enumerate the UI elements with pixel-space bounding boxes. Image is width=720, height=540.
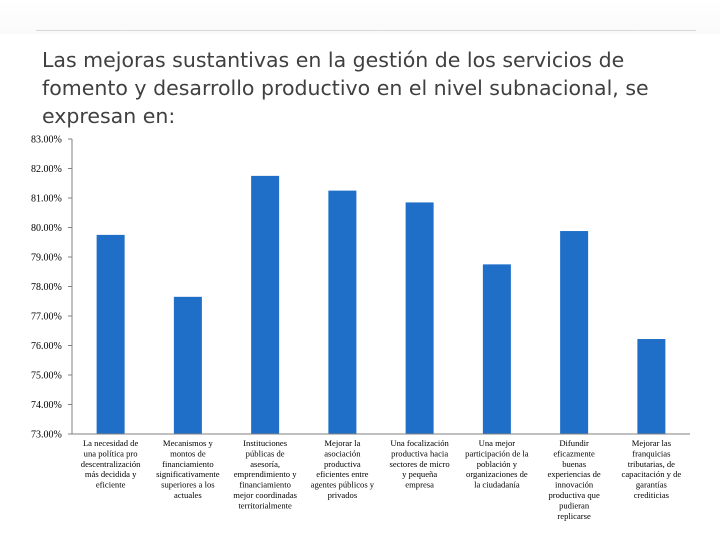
y-tick-label: 83.00% (31, 135, 62, 146)
y-axis: 73.00% 74.00% 75.00% 76.00% 77.00% 78.00% 79.0… (31, 135, 73, 441)
x-tick-label: Mejorar la asociación productiva eficientes… (311, 438, 375, 500)
bar (173, 296, 202, 434)
y-tick-label: 81.00% (31, 194, 62, 205)
x-tick-label: Instituciones públicas de asesoría, emprend… (233, 438, 297, 510)
y-tick-label: 77.00% (31, 312, 62, 323)
x-tick-label: Mejorar las franquicias tributarias, de cap… (622, 438, 682, 500)
header-divider (36, 30, 696, 31)
x-tick-label: La necesidad de una política pro descentra… (81, 438, 141, 490)
y-tick-label: 73.00% (31, 430, 62, 441)
y-tick-label: 82.00% (31, 164, 62, 175)
x-tick-label: Una focalización productiva hacia sectores… (390, 438, 450, 490)
y-tick-label: 74.00% (31, 400, 62, 411)
y-tick-label: 76.00% (31, 341, 62, 352)
y-tick-label: 75.00% (31, 371, 62, 382)
bar (637, 339, 666, 434)
x-tick-label: Difundir eficazmente buenas experiencias de… (548, 438, 601, 521)
bar (560, 231, 589, 434)
y-tick-label: 78.00% (31, 282, 62, 293)
slide-title: Las mejoras sustantivas en la gestión de… (42, 48, 649, 128)
y-tick-label: 79.00% (31, 253, 62, 264)
bar (482, 264, 511, 434)
bar (328, 190, 357, 434)
x-tick-label: Mecanismos y montos de financiamiento signi… (156, 438, 220, 500)
x-axis: La necesidad de una política pro descentra… (72, 433, 690, 521)
y-tick-label: 80.00% (31, 223, 62, 234)
bar (251, 175, 280, 434)
bar (96, 234, 125, 434)
slide-header-band (0, 0, 720, 34)
bar (405, 202, 434, 434)
bars (96, 175, 666, 434)
